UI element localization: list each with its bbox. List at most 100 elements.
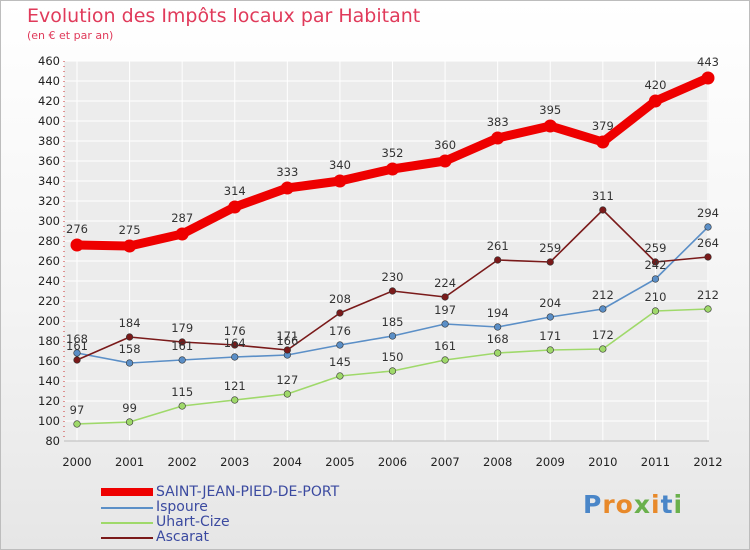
data-label: 294 xyxy=(697,206,719,220)
data-point xyxy=(546,258,554,266)
y-tick-label: 340 xyxy=(38,174,60,188)
data-point xyxy=(388,367,397,375)
data-label: 204 xyxy=(539,296,561,310)
data-point xyxy=(228,200,242,214)
data-label: 164 xyxy=(224,336,246,350)
data-label: 171 xyxy=(276,329,298,343)
data-point xyxy=(333,174,347,188)
data-label: 242 xyxy=(644,258,666,272)
proxiti-logo: Proxiti xyxy=(583,490,683,519)
y-tick-label: 160 xyxy=(38,354,60,368)
x-tick-label: 2001 xyxy=(115,455,144,469)
data-label: 179 xyxy=(171,321,193,335)
data-point xyxy=(596,135,610,149)
data-point xyxy=(280,181,294,195)
data-label: 360 xyxy=(434,138,456,152)
x-tick-label: 2010 xyxy=(588,455,617,469)
x-tick-label: 2009 xyxy=(536,455,565,469)
data-label: 176 xyxy=(329,324,351,338)
logo-letter: x xyxy=(633,490,651,519)
data-point xyxy=(651,307,660,315)
y-tick-label: 420 xyxy=(38,94,60,108)
data-point xyxy=(73,356,81,364)
data-label: 395 xyxy=(539,103,561,117)
x-tick-label: 2000 xyxy=(62,455,91,469)
data-point xyxy=(283,390,291,398)
data-point xyxy=(599,206,607,214)
data-point xyxy=(441,356,449,364)
data-point xyxy=(283,346,291,354)
data-label: 161 xyxy=(434,339,456,353)
y-tick-label: 400 xyxy=(38,114,60,128)
data-label: 168 xyxy=(66,332,88,346)
data-point xyxy=(546,346,554,354)
x-tick-label: 2004 xyxy=(273,455,302,469)
data-label: 176 xyxy=(224,324,246,338)
data-label: 127 xyxy=(276,373,298,387)
data-point xyxy=(704,253,712,261)
x-tick-label: 2007 xyxy=(430,455,459,469)
data-point xyxy=(73,349,81,357)
data-point xyxy=(175,227,189,241)
data-point xyxy=(70,238,84,252)
data-label: 171 xyxy=(539,329,561,343)
data-label: 115 xyxy=(171,385,193,399)
x-tick-label: 2003 xyxy=(220,455,249,469)
data-label: 340 xyxy=(329,158,351,172)
logo-letter: o xyxy=(615,490,634,519)
data-point xyxy=(704,223,712,231)
data-label: 184 xyxy=(119,316,141,330)
data-point xyxy=(491,131,505,145)
chart-subtitle: (en € et par an) xyxy=(27,29,114,42)
legend-label: Ispoure xyxy=(156,499,208,515)
data-label: 311 xyxy=(592,189,614,203)
data-label: 212 xyxy=(592,288,614,302)
data-label: 287 xyxy=(171,211,193,225)
data-label: 158 xyxy=(119,342,141,356)
legend-label: Uhart-Cize xyxy=(156,514,230,530)
x-tick-label: 2005 xyxy=(325,455,354,469)
y-tick-label: 140 xyxy=(38,374,60,388)
data-label: 210 xyxy=(644,290,666,304)
y-tick-label: 180 xyxy=(38,334,60,348)
data-label: 197 xyxy=(434,303,456,317)
data-point xyxy=(231,341,239,349)
data-label: 259 xyxy=(644,241,666,255)
data-label: 261 xyxy=(487,239,509,253)
data-label: 166 xyxy=(276,334,298,348)
data-point xyxy=(388,332,397,340)
data-label: 352 xyxy=(382,146,404,160)
data-label: 150 xyxy=(382,350,404,364)
data-point xyxy=(494,256,502,264)
plot-area xyxy=(64,61,709,441)
logo-letter: r xyxy=(602,490,616,519)
data-point xyxy=(441,293,449,301)
data-label: 212 xyxy=(697,288,719,302)
data-label: 275 xyxy=(119,223,141,237)
y-tick-label: 360 xyxy=(38,154,60,168)
data-label: 230 xyxy=(382,270,404,284)
y-tick-label: 280 xyxy=(38,234,60,248)
legend-label: SAINT-JEAN-PIED-DE-PORT xyxy=(156,484,340,500)
data-label: 99 xyxy=(122,401,137,415)
x-tick-label: 2008 xyxy=(483,455,512,469)
legend-swatch xyxy=(101,507,153,509)
y-tick-label: 440 xyxy=(38,74,60,88)
y-tick-label: 260 xyxy=(38,254,60,268)
data-label: 224 xyxy=(434,276,456,290)
data-label: 145 xyxy=(329,355,351,369)
data-label: 208 xyxy=(329,292,351,306)
data-point xyxy=(441,320,449,328)
data-label: 121 xyxy=(224,379,246,393)
chart-title: Evolution des Impôts locaux par Habitant xyxy=(27,5,421,27)
data-point xyxy=(438,154,452,168)
y-tick-label: 300 xyxy=(38,214,60,228)
data-point xyxy=(231,353,239,361)
data-label: 161 xyxy=(66,339,88,353)
data-point xyxy=(336,372,344,380)
data-point xyxy=(125,418,134,426)
data-label: 333 xyxy=(276,165,298,179)
data-point xyxy=(386,162,399,176)
